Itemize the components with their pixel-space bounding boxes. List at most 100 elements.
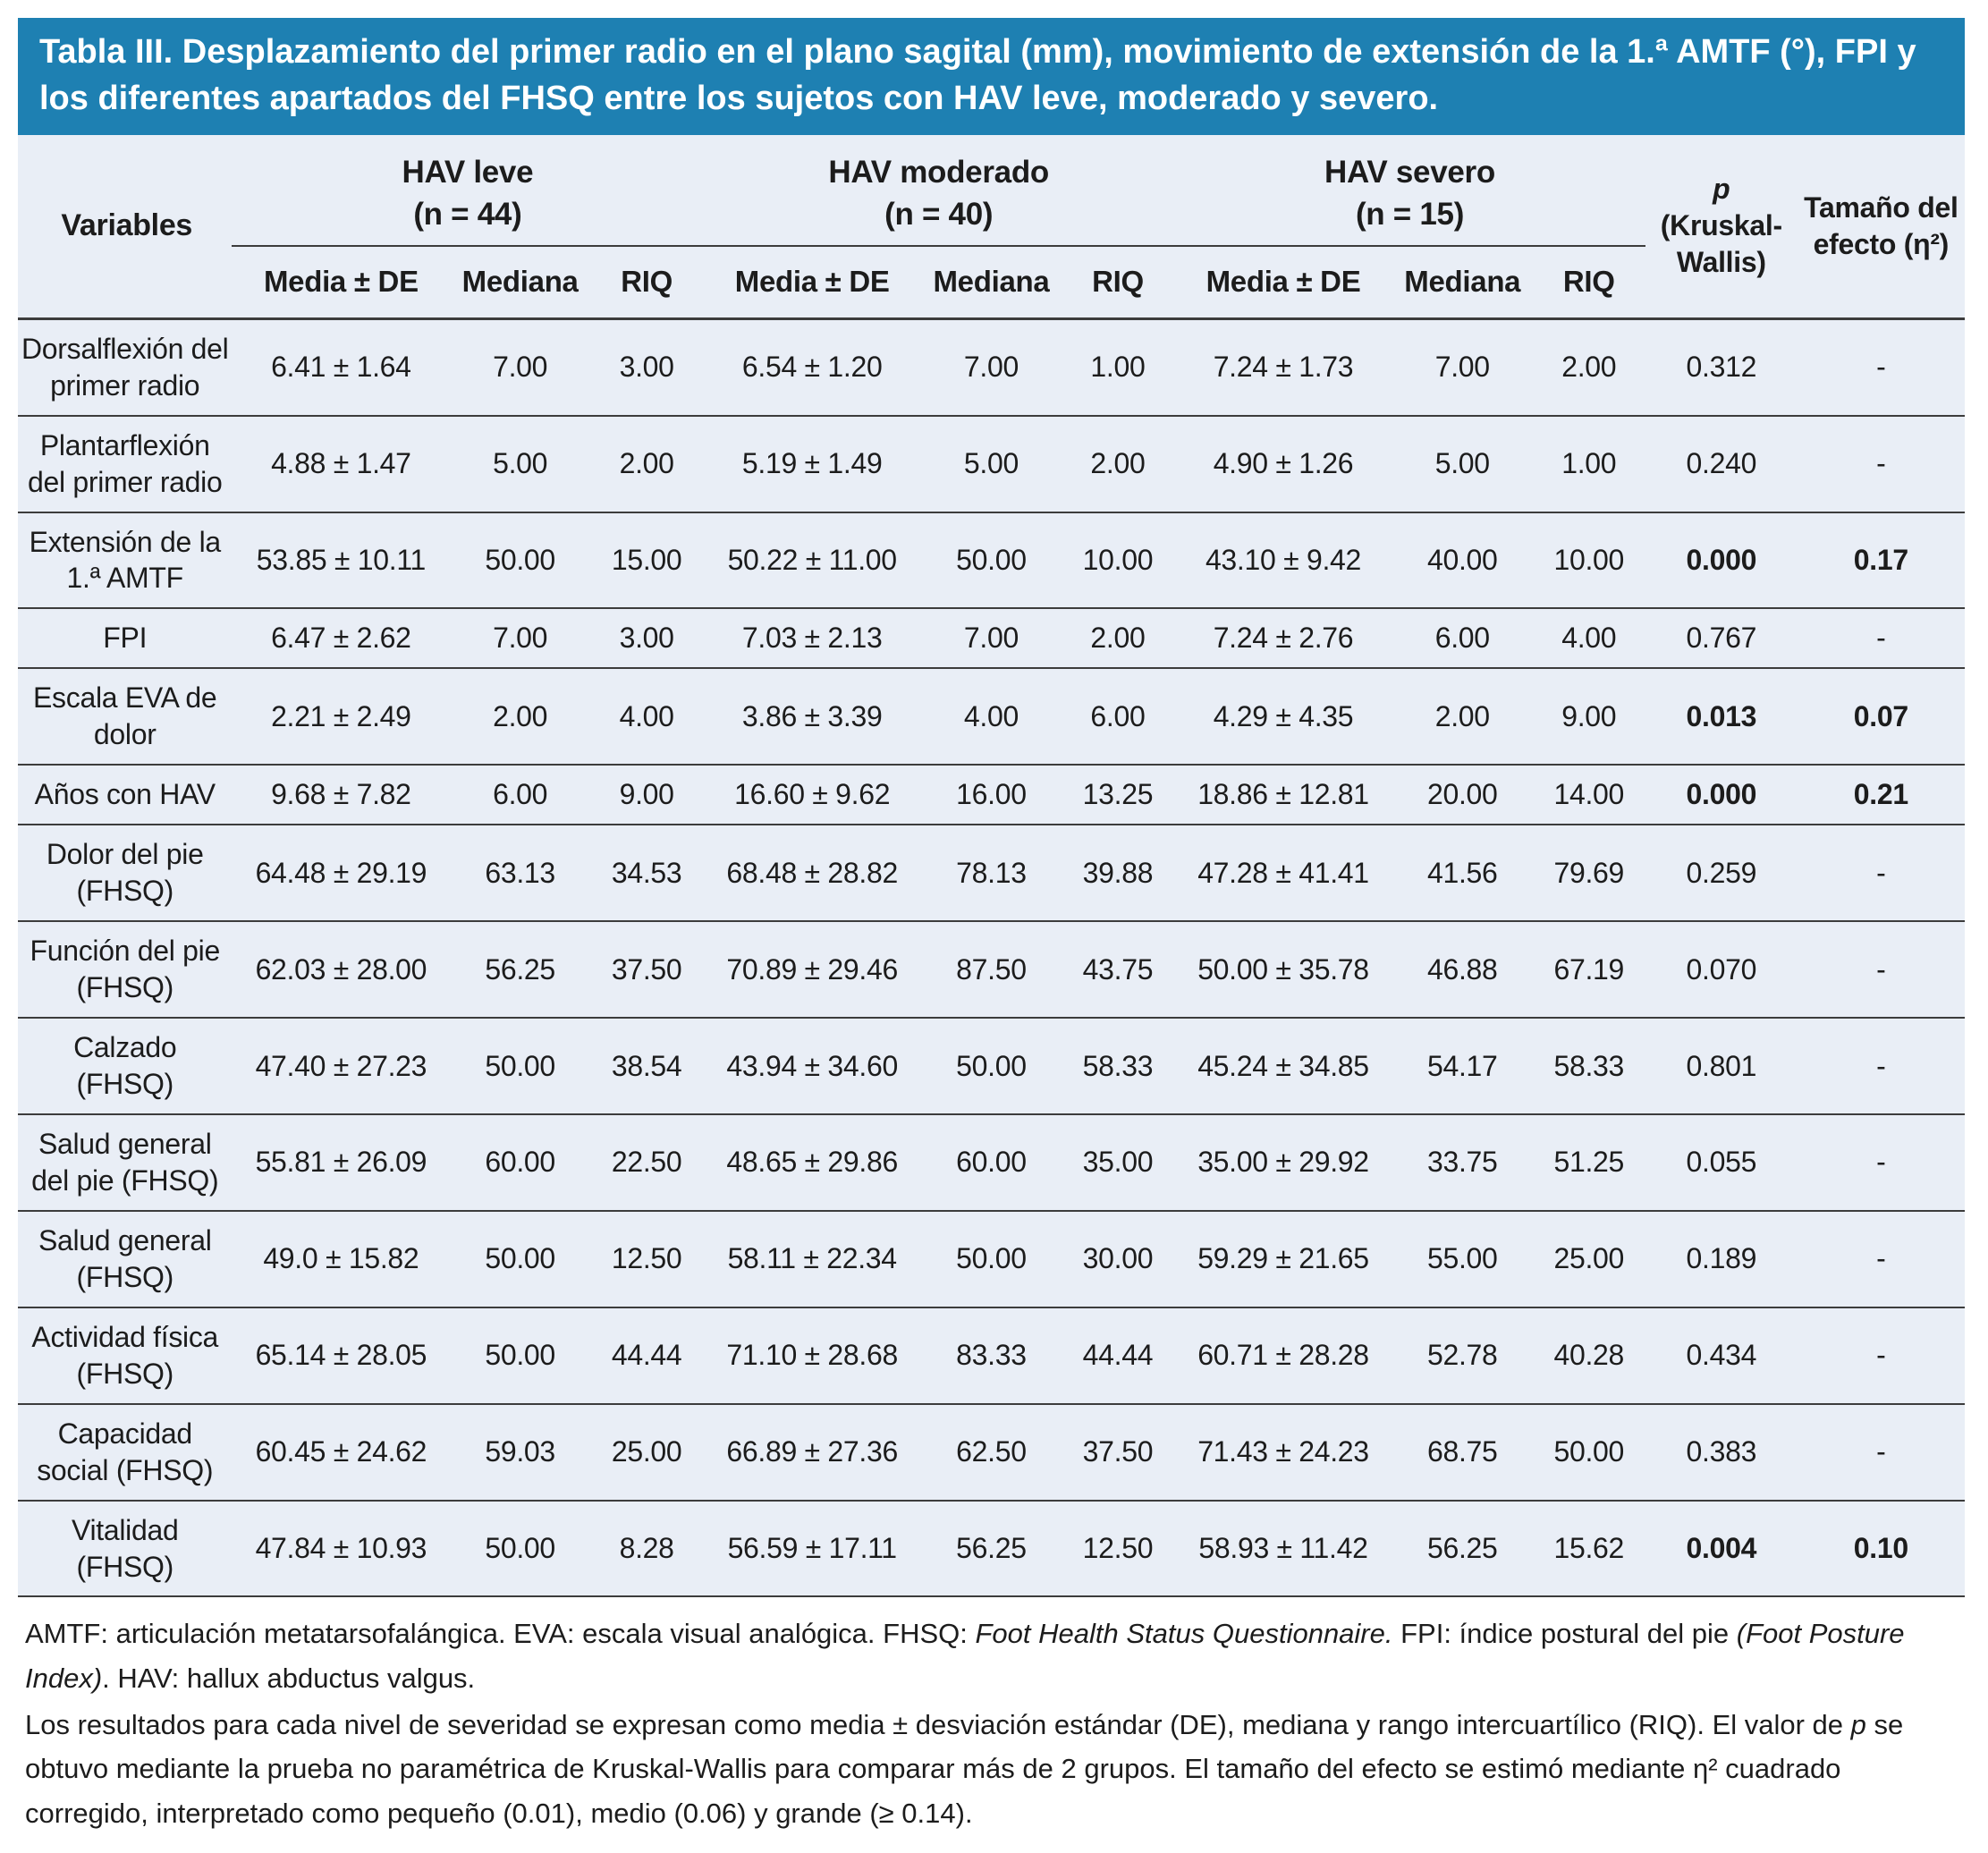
footnotes: AMTF: articulación metatarsofalángica. E…	[18, 1597, 1965, 1845]
stat-value: 3.00	[619, 622, 674, 655]
stat-value: 25.00	[1553, 1242, 1625, 1275]
stat-value: 10.00	[1082, 543, 1154, 576]
stat-value: 9.00	[1561, 699, 1617, 732]
stat-value: 6.47 ± 2.62	[271, 622, 411, 655]
table-row: Vitalidad (FHSQ) 47.84 ± 10.93 50.00 8.28 56…	[18, 1501, 1965, 1597]
stat-value: 62.03 ± 28.00	[255, 952, 427, 986]
effect-size-value: 0.07	[1853, 699, 1908, 732]
stat-value: 12.50	[611, 1242, 682, 1275]
table-row: Plantarflexión del primer radio 4.88 ± 1.…	[18, 416, 1965, 512]
stat-value: 37.50	[611, 952, 682, 986]
stat-value: 2.00	[1434, 699, 1490, 732]
stat-value: 58.93 ± 11.42	[1198, 1532, 1368, 1565]
stat-value: 9.00	[619, 778, 674, 811]
p-value: 0.383	[1686, 1435, 1757, 1468]
stat-value: 5.19 ± 1.49	[741, 447, 883, 480]
stat-value: 43.94 ± 34.60	[726, 1049, 898, 1082]
stat-value: 55.00	[1426, 1242, 1498, 1275]
effect-size-value: -	[1876, 447, 1886, 480]
group-sample-size: (n = 44)	[413, 196, 522, 232]
stat-value: 43.75	[1082, 952, 1154, 986]
subheader-mediana: Mediana	[1392, 246, 1533, 320]
stat-value: 34.53	[611, 856, 682, 889]
footnote-methods: Los resultados para cada nivel de severi…	[25, 1708, 1904, 1829]
stat-value: 5.00	[1434, 447, 1490, 480]
table-row: Salud general (FHSQ) 49.0 ± 15.82 50.00 12.…	[18, 1211, 1965, 1307]
stat-value: 54.17	[1426, 1049, 1498, 1082]
group-name: HAV severo	[1324, 154, 1495, 190]
p-value: 0.240	[1686, 447, 1757, 480]
stat-value: 50.00	[485, 1339, 555, 1372]
stat-value: 40.28	[1553, 1339, 1625, 1372]
stat-value: 4.88 ± 1.47	[271, 447, 411, 480]
group-header-hav-severo: HAV severo (n = 15)	[1174, 134, 1645, 248]
table-row: Dorsalflexión del primer radio 6.41 ± 1.6…	[18, 318, 1965, 416]
stat-value: 38.54	[611, 1049, 682, 1082]
variable-name: Salud general del pie (FHSQ)	[31, 1127, 219, 1197]
stat-value: 50.00	[485, 1049, 555, 1082]
stat-value: 45.24 ± 34.85	[1197, 1049, 1369, 1082]
stat-value: 63.13	[485, 856, 555, 889]
p-value: 0.055	[1686, 1146, 1757, 1179]
stat-value: 68.75	[1426, 1435, 1498, 1468]
stat-value: 18.86 ± 12.81	[1197, 778, 1369, 811]
p-value: 0.189	[1686, 1242, 1757, 1275]
stat-value: 58.33	[1082, 1049, 1154, 1082]
stat-value: 59.03	[485, 1435, 555, 1468]
stat-value: 50.00	[956, 1049, 1027, 1082]
stat-value: 60.00	[485, 1146, 555, 1179]
table-title: Tabla III. Desplazamiento del primer rad…	[39, 33, 1916, 118]
effect-size-value: 0.10	[1853, 1532, 1908, 1565]
stat-value: 16.60 ± 9.62	[734, 778, 891, 811]
stat-value: 15.00	[611, 543, 682, 576]
effect-size-value: -	[1876, 856, 1886, 889]
stat-value: 50.00 ± 35.78	[1197, 952, 1369, 986]
stat-value: 22.50	[611, 1146, 682, 1179]
stat-value: 4.00	[619, 699, 674, 732]
table-row: FPI 6.47 ± 2.62 7.00 3.00 7.03 ± 2.13 7.00 2.0…	[18, 608, 1965, 669]
stat-value: 50.00	[485, 1532, 555, 1565]
stat-value: 62.50	[956, 1435, 1027, 1468]
stat-value: 48.65 ± 29.86	[726, 1146, 898, 1179]
variable-name: Años con HAV	[34, 778, 216, 811]
p-value: 0.000	[1686, 543, 1757, 576]
stat-value: 25.00	[611, 1435, 682, 1468]
stat-value: 4.00	[963, 699, 1019, 732]
stat-value: 60.45 ± 24.62	[255, 1435, 427, 1468]
table-row: Dolor del pie (FHSQ) 64.48 ± 29.19 63.13 34…	[18, 825, 1965, 922]
stat-value: 7.24 ± 1.73	[1213, 351, 1354, 384]
results-table: Variables HAV leve (n = 44) HAV moderado…	[18, 134, 1965, 1598]
stat-value: 56.25	[485, 952, 555, 986]
subheader-media-de: Media ± DE	[1174, 246, 1392, 320]
p-symbol: p	[1713, 173, 1730, 206]
stat-value: 70.89 ± 29.46	[726, 952, 898, 986]
stat-value: 7.24 ± 2.76	[1213, 622, 1354, 655]
stat-value: 7.00	[493, 622, 548, 655]
effect-size-value: -	[1876, 1049, 1886, 1082]
effect-size-value: -	[1876, 952, 1886, 986]
stat-value: 56.59 ± 17.11	[727, 1532, 898, 1565]
effect-size-value: -	[1876, 351, 1886, 384]
stat-value: 7.00	[493, 351, 548, 384]
variable-name: Función del pie (FHSQ)	[30, 935, 220, 1004]
subheader-mediana: Mediana	[921, 246, 1062, 320]
effect-size-value: 0.21	[1853, 778, 1908, 811]
table-row: Salud general del pie (FHSQ) 55.81 ± 26.0…	[18, 1114, 1965, 1211]
stat-value: 60.00	[956, 1146, 1027, 1179]
stat-value: 14.00	[1553, 778, 1625, 811]
subheader-riq: RIQ	[1061, 246, 1175, 320]
p-value: 0.000	[1686, 778, 1757, 811]
stat-value: 35.00	[1082, 1146, 1154, 1179]
subheader-mediana: Mediana	[450, 246, 591, 320]
stat-value: 6.41 ± 1.64	[271, 351, 411, 384]
variable-name: Capacidad social (FHSQ)	[37, 1417, 214, 1486]
stat-value: 43.10 ± 9.42	[1205, 543, 1362, 576]
stat-value: 44.44	[1082, 1339, 1154, 1372]
stat-value: 2.00	[1090, 622, 1146, 655]
stat-value: 56.25	[1426, 1532, 1498, 1565]
stat-value: 20.00	[1426, 778, 1498, 811]
stat-value: 78.13	[956, 856, 1027, 889]
stat-value: 50.00	[1553, 1435, 1625, 1468]
stat-value: 3.86 ± 3.39	[741, 699, 883, 732]
stat-value: 65.14 ± 28.05	[255, 1339, 427, 1372]
